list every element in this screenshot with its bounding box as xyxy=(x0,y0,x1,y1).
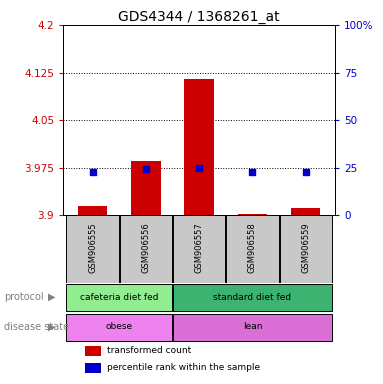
Bar xyxy=(238,214,267,215)
Text: ▶: ▶ xyxy=(48,322,56,332)
Bar xyxy=(173,314,332,341)
Bar xyxy=(131,161,160,215)
Text: GSM906555: GSM906555 xyxy=(88,222,97,273)
Text: GSM906559: GSM906559 xyxy=(301,222,310,273)
Bar xyxy=(85,346,101,356)
Text: disease state: disease state xyxy=(4,322,69,332)
Text: transformed count: transformed count xyxy=(107,346,191,355)
Bar xyxy=(226,215,278,283)
Bar xyxy=(85,362,101,373)
Bar xyxy=(66,314,172,341)
Point xyxy=(303,169,309,175)
Title: GDS4344 / 1368261_at: GDS4344 / 1368261_at xyxy=(118,10,280,24)
Point xyxy=(196,165,202,171)
Point xyxy=(90,169,96,175)
Text: ▶: ▶ xyxy=(48,292,56,302)
Text: percentile rank within the sample: percentile rank within the sample xyxy=(107,364,260,372)
Text: lean: lean xyxy=(243,322,262,331)
Bar xyxy=(173,285,332,311)
Bar xyxy=(66,285,172,311)
Text: GSM906556: GSM906556 xyxy=(141,222,151,273)
Text: cafeteria diet fed: cafeteria diet fed xyxy=(80,293,159,301)
Point xyxy=(143,166,149,172)
Bar xyxy=(280,215,332,283)
Bar xyxy=(66,215,119,283)
Point xyxy=(249,169,255,175)
Bar xyxy=(173,215,225,283)
Bar xyxy=(185,79,214,215)
Text: obese: obese xyxy=(106,322,133,331)
Text: GSM906558: GSM906558 xyxy=(248,222,257,273)
Text: standard diet fed: standard diet fed xyxy=(213,293,291,301)
Bar xyxy=(78,206,107,215)
Text: GSM906557: GSM906557 xyxy=(195,222,204,273)
Bar xyxy=(291,208,321,215)
Text: protocol: protocol xyxy=(4,292,43,302)
Bar xyxy=(120,215,172,283)
